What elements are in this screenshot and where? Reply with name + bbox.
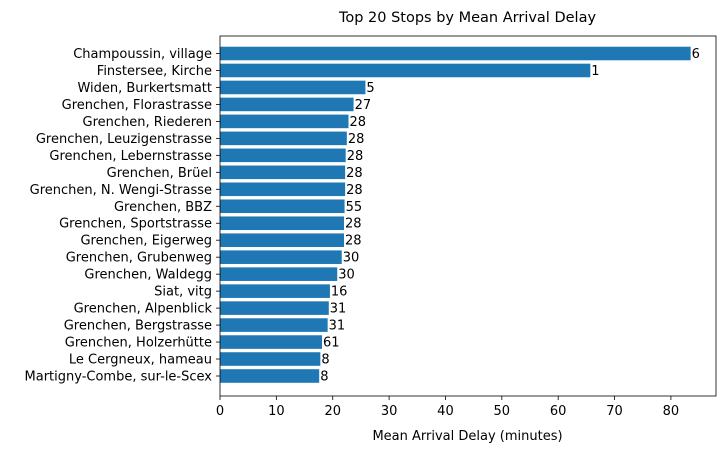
y-tick-label: Grenchen, Grubenweg	[66, 251, 212, 266]
bar-value-label: 28	[346, 166, 363, 181]
x-tick-label: 10	[268, 404, 285, 419]
y-tick-label: Grenchen, Florastrasse	[62, 98, 212, 113]
bar-value-label: 28	[347, 149, 364, 164]
bar	[220, 352, 321, 366]
bar	[220, 114, 349, 129]
bar	[220, 97, 354, 112]
bar-value-label: 28	[346, 183, 363, 198]
bar	[220, 369, 320, 383]
bar-value-label: 28	[348, 132, 365, 147]
bar-value-label: 30	[343, 251, 360, 266]
bar-value-label: 6	[692, 47, 700, 62]
bar-value-label: 16	[331, 285, 348, 300]
y-tick-label: Grenchen, N. Wengi-Strasse	[30, 183, 212, 198]
y-tick-label: Grenchen, BBZ	[114, 200, 212, 215]
bar-value-label: 30	[338, 268, 355, 283]
bar	[220, 318, 328, 332]
plot-area: 6 Champoussin, village 1 Finstersee, Kirche…	[25, 35, 717, 419]
bar	[220, 148, 346, 163]
bar-value-label: 28	[350, 115, 367, 130]
bar	[220, 335, 323, 349]
y-tick-label: Grenchen, Bergstrasse	[64, 319, 212, 334]
bar-value-label: 8	[321, 353, 329, 368]
x-tick-label: 0	[216, 404, 224, 419]
bar	[220, 182, 346, 197]
bar	[220, 46, 691, 61]
y-tick-label: Siat, vitg	[154, 285, 212, 300]
bar	[220, 165, 346, 180]
bar	[220, 80, 366, 95]
bar-value-label: 8	[320, 370, 328, 385]
y-tick-label: Grenchen, Waldegg	[84, 268, 212, 283]
bar-value-label: 28	[345, 234, 362, 249]
bar-value-label: 1	[591, 64, 599, 79]
bar-value-label: 28	[345, 217, 362, 232]
x-tick-label: 40	[437, 404, 454, 419]
bar	[220, 267, 338, 281]
bar	[220, 216, 344, 231]
bar-value-label: 31	[330, 302, 347, 317]
x-tick-label: 30	[381, 404, 398, 419]
bar	[220, 301, 329, 315]
x-tick-label: 80	[663, 404, 680, 419]
x-tick-label: 50	[494, 404, 511, 419]
y-tick-label: Martigny-Combe, sur-le-Scex	[25, 370, 213, 385]
y-tick-label: Grenchen, Sportstrasse	[59, 217, 212, 232]
y-tick-label: Grenchen, Eigerweg	[80, 234, 212, 249]
y-tick-label: Finstersee, Kirche	[97, 64, 212, 79]
bar-value-label: 55	[346, 200, 363, 215]
y-tick-label: Le Cergneux, hameau	[69, 353, 212, 368]
bar-value-label: 27	[355, 98, 372, 113]
plot-frame	[219, 35, 717, 397]
bar-value-label: 61	[323, 336, 340, 351]
y-tick-label: Grenchen, Riederen	[83, 115, 212, 130]
x-tick-label: 70	[606, 404, 623, 419]
y-tick-label: Grenchen, Brüel	[107, 166, 212, 181]
y-tick-label: Grenchen, Leuzigenstrasse	[36, 132, 212, 147]
bar-value-label: 31	[329, 319, 346, 334]
y-tick-label: Grenchen, Holzerhütte	[65, 336, 212, 351]
x-axis-title: Mean Arrival Delay (minutes)	[372, 429, 562, 444]
bar	[220, 284, 330, 298]
bar	[220, 250, 342, 264]
y-tick-label: Champoussin, village	[73, 47, 212, 62]
x-tick-label: 20	[324, 404, 341, 419]
y-tick-label: Widen, Burkertsmatt	[77, 81, 212, 96]
bar	[220, 233, 344, 247]
bar-value-label: 5	[366, 81, 374, 96]
y-tick-label: Grenchen, Alpenblick	[74, 302, 213, 317]
bar	[220, 63, 591, 78]
x-tick-label: 60	[550, 404, 567, 419]
bar	[220, 199, 345, 214]
y-tick-label: Grenchen, Lebernstrasse	[49, 149, 212, 164]
chart-title: Top 20 Stops by Mean Arrival Delay	[338, 10, 596, 26]
bar	[220, 131, 347, 146]
